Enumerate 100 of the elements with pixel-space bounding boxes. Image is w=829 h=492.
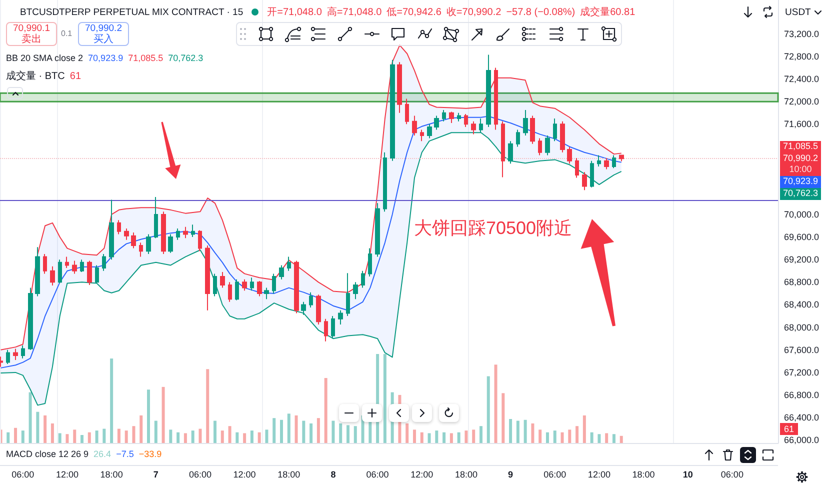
bar	[228, 426, 232, 443]
candlestick	[35, 246, 40, 297]
candlestick	[486, 54, 491, 128]
bar	[73, 430, 76, 443]
bar	[243, 433, 246, 443]
annotation: 成交量 · BTC	[6, 70, 65, 83]
bar	[176, 432, 180, 443]
price-badge: 70,923.9	[780, 176, 821, 188]
candlestick	[346, 272, 350, 317]
candlestick	[43, 253, 47, 274]
candlestick	[205, 244, 210, 311]
bar	[582, 415, 586, 443]
candlestick	[375, 202, 380, 258]
bar	[553, 430, 556, 443]
bar	[140, 415, 143, 443]
candlestick	[331, 316, 335, 340]
annotation: 70,923.9	[88, 53, 124, 63]
y-tick-label: 69,600.0	[784, 232, 819, 242]
bar	[132, 426, 136, 443]
x-tick-label: 18:00	[278, 470, 300, 480]
bar	[472, 430, 476, 443]
candlestick	[72, 260, 77, 274]
candlestick	[405, 98, 409, 125]
annotation: 成交量60.81	[580, 6, 636, 19]
candlestick	[390, 59, 395, 162]
bar	[162, 386, 165, 443]
annotation: 低=70,942.6	[386, 6, 442, 19]
candlestick	[427, 124, 432, 139]
candlestick	[494, 67, 498, 130]
bar	[442, 432, 446, 443]
bar	[412, 430, 416, 443]
bar	[28, 392, 32, 443]
annotation: 收=70,990.2	[446, 6, 502, 19]
x-tick-label: 9	[508, 470, 514, 480]
text: BTCUSDTPERP PERPETUAL MIX CONTRACT · 15	[20, 6, 244, 18]
candlestick	[597, 154, 601, 167]
bar	[124, 430, 128, 443]
bar	[280, 420, 283, 443]
y-tick-label: 68,400.0	[784, 300, 819, 310]
bar	[294, 415, 298, 443]
y-tick-label: 72,400.0	[784, 74, 819, 84]
annotation: 0.1	[61, 29, 72, 38]
candlestick	[434, 115, 439, 130]
bar	[272, 418, 276, 443]
candlestick	[530, 115, 535, 144]
bar	[206, 369, 210, 443]
bar	[250, 430, 254, 443]
bar	[502, 393, 505, 443]
bar	[576, 426, 579, 443]
sell-button: 70,990.1 卖出	[6, 22, 57, 46]
candlestick	[183, 226, 188, 239]
annotation: 70,990.2	[84, 23, 123, 34]
bar	[95, 430, 98, 443]
bar	[80, 434, 84, 443]
annotation: 71,085.5	[128, 53, 164, 63]
candlestick	[161, 211, 166, 254]
bar	[36, 412, 40, 443]
y-tick-label: 72,800.0	[784, 51, 819, 62]
y-tick-label: 66,400.0	[784, 412, 819, 423]
bar	[568, 430, 572, 443]
x-tick-label: 12:00	[56, 470, 78, 480]
candlestick	[420, 129, 424, 142]
bar	[612, 434, 616, 443]
bar	[6, 432, 10, 443]
candlestick	[338, 310, 343, 325]
candlestick	[109, 199, 114, 260]
text: USDT	[785, 7, 811, 18]
x-tick-label: 06:00	[12, 470, 34, 480]
candlestick	[538, 138, 542, 156]
bar	[117, 428, 120, 443]
candlestick	[353, 282, 358, 300]
candlestick	[545, 134, 550, 156]
candlestick	[582, 172, 587, 191]
x-tick-label: 18:00	[454, 470, 478, 480]
bar	[191, 430, 194, 443]
candlestick	[242, 278, 247, 292]
annotation: 70,990.1	[12, 23, 51, 34]
annotation: −57.8 (−0.08%)	[506, 6, 576, 18]
candlestick	[287, 256, 291, 272]
volume-badge: 61	[780, 422, 798, 435]
bar	[110, 358, 114, 443]
candlestick	[471, 120, 476, 135]
bar	[457, 432, 460, 443]
bar	[538, 430, 542, 443]
bar	[598, 434, 601, 443]
candlestick	[146, 234, 151, 254]
candlestick	[102, 253, 106, 272]
candlestick	[220, 272, 225, 288]
bar	[339, 423, 342, 443]
candlestick	[228, 282, 232, 302]
bar	[620, 436, 623, 443]
bar	[214, 420, 217, 443]
annotation: 大饼回踩70500附近	[414, 218, 572, 238]
y-tick-label: 71,600.0	[784, 119, 819, 130]
bar	[102, 428, 106, 443]
candlestick	[383, 152, 387, 212]
bar	[560, 432, 564, 443]
bar	[236, 432, 239, 443]
candlestick	[28, 287, 33, 350]
candlestick	[309, 292, 313, 308]
